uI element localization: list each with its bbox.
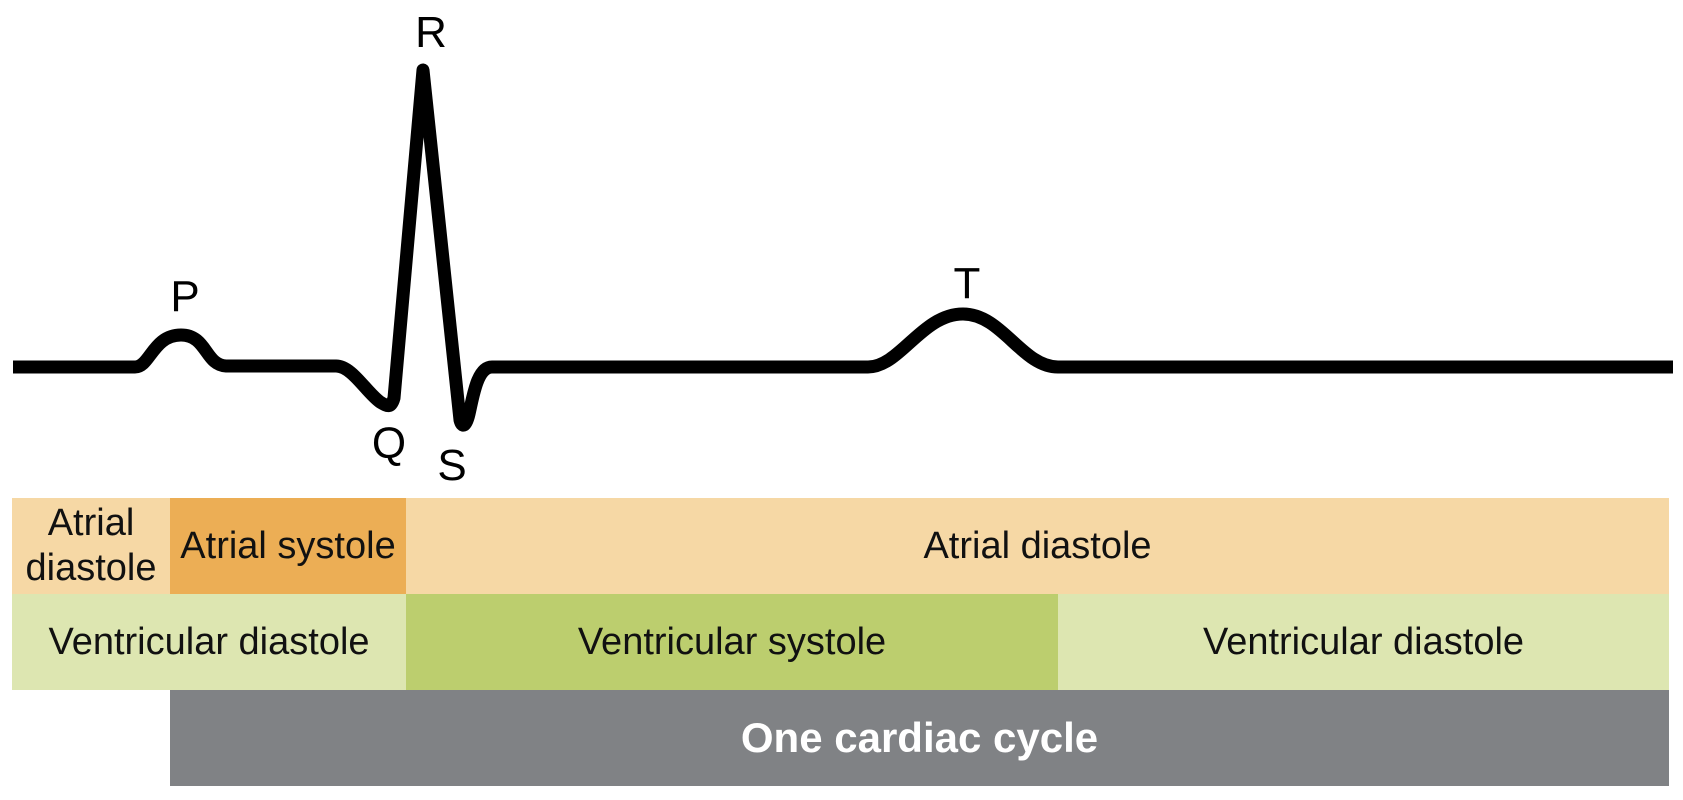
bar-atrial-diastole-left: Atrial diastole [12, 498, 170, 594]
wave-label-p: P [170, 272, 200, 321]
ecg-trace-path [13, 63, 1673, 432]
bar-ventricular-diastole-left: Ventricular diastole [12, 594, 406, 690]
bar-ventricular-systole: Ventricular systole [406, 594, 1058, 690]
wave-label-q: Q [371, 419, 407, 468]
bar-ventricular-diastole-right: Ventricular diastole [1058, 594, 1669, 690]
wave-label-t: T [953, 259, 981, 308]
bar-one-cardiac-cycle: One cardiac cycle [170, 690, 1669, 786]
wave-label-r: R [415, 8, 447, 57]
bar-atrial-diastole-right: Atrial diastole [406, 498, 1669, 594]
bar-atrial-systole: Atrial systole [170, 498, 406, 594]
wave-label-s: S [437, 441, 467, 490]
